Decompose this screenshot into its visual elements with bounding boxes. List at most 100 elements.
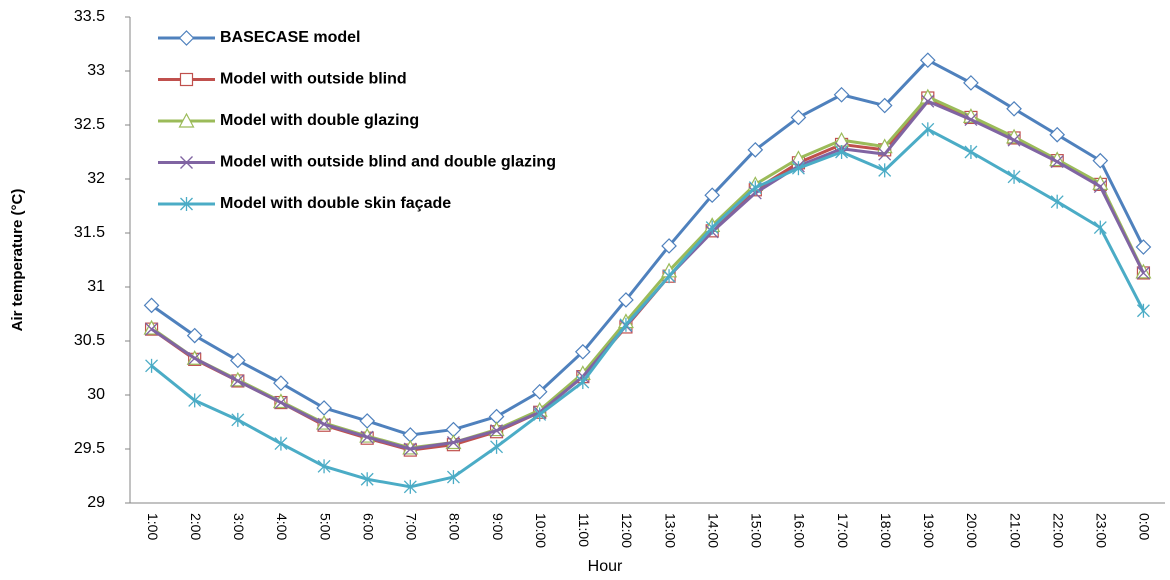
series-line — [150, 127, 1145, 489]
marker-stroke — [1136, 266, 1150, 280]
x-tick-label: 14:00 — [705, 513, 721, 548]
marker — [835, 145, 849, 159]
marker-stroke — [1007, 133, 1021, 147]
marker — [661, 238, 677, 254]
marker — [1050, 194, 1064, 209]
marker — [274, 436, 288, 451]
marker — [964, 145, 978, 159]
marker-stroke — [231, 374, 245, 388]
marker — [1093, 220, 1107, 235]
marker-stroke — [360, 430, 374, 444]
marker — [359, 413, 376, 429]
legend-marker — [179, 72, 194, 87]
x-tick-label: 23:00 — [1094, 513, 1110, 548]
marker — [533, 407, 547, 422]
y-tick-label: 31.5 — [74, 224, 105, 241]
x-tick-label: 10:00 — [533, 513, 549, 548]
marker — [964, 113, 978, 127]
marker-stroke — [1050, 155, 1064, 169]
marker — [878, 163, 892, 178]
legend-marker — [178, 30, 195, 46]
marker — [490, 424, 504, 438]
marker-stroke — [446, 436, 460, 449]
marker — [188, 351, 202, 365]
marker — [360, 472, 374, 487]
marker — [446, 470, 460, 485]
x-tick-label: 20:00 — [964, 513, 980, 548]
x-tick-label: 7:00 — [404, 513, 420, 540]
x-tick-label: 8:00 — [447, 513, 463, 540]
marker — [1092, 152, 1109, 169]
marker — [446, 436, 460, 449]
x-tick-label: 21:00 — [1007, 513, 1023, 548]
legend-label: Model with outside blind — [220, 71, 407, 88]
marker — [919, 52, 936, 69]
marker — [403, 479, 417, 494]
marker — [1049, 126, 1066, 143]
y-tick-label: 32.5 — [74, 116, 105, 133]
y-tick-label: 33 — [87, 62, 105, 79]
marker — [704, 187, 721, 204]
marker — [360, 430, 374, 444]
marker-stroke — [188, 351, 202, 365]
marker-stroke — [403, 442, 417, 456]
marker-stroke — [964, 113, 978, 127]
marker — [662, 269, 676, 284]
marker — [921, 122, 935, 137]
legend-marker — [180, 156, 193, 169]
x-tick-label: 12:00 — [619, 513, 635, 548]
y-tick-label: 31 — [87, 278, 105, 295]
marker — [921, 94, 935, 108]
marker — [1136, 266, 1150, 280]
marker — [574, 343, 591, 360]
x-tick-label: 15:00 — [749, 513, 765, 548]
marker — [705, 220, 719, 235]
y-tick-label: 30 — [87, 386, 105, 403]
marker — [1007, 133, 1021, 147]
marker-stroke — [317, 417, 331, 431]
marker — [317, 417, 331, 431]
x-tick-label: 19:00 — [921, 513, 937, 548]
marker — [145, 322, 159, 336]
marker — [1093, 180, 1107, 194]
legend-marker — [180, 197, 193, 211]
x-tick-label: 9:00 — [490, 513, 506, 540]
marker — [1007, 169, 1021, 184]
marker — [1135, 239, 1152, 255]
x-tick-label: 1:00 — [145, 513, 161, 540]
legend-label: Model with double glazing — [220, 112, 419, 129]
marker-stroke — [921, 94, 935, 108]
marker — [231, 412, 245, 427]
x-tick-label: 16:00 — [792, 513, 808, 548]
marker — [229, 352, 246, 369]
x-tick-label: 3:00 — [231, 513, 247, 540]
marker — [317, 459, 331, 474]
x-tick-label: 11:00 — [576, 513, 592, 547]
marker — [531, 383, 548, 400]
marker-stroke — [180, 156, 193, 169]
y-tick-label: 29.5 — [74, 440, 105, 457]
y-tick-label: 30.5 — [74, 332, 105, 349]
marker — [576, 375, 590, 390]
y-tick-label: 29 — [87, 494, 105, 511]
marker — [403, 442, 417, 456]
x-axis-title: Hour — [588, 558, 623, 575]
marker — [618, 292, 634, 308]
x-tick-label: 4:00 — [274, 513, 290, 540]
x-tick-label: 0:00 — [1137, 513, 1153, 540]
marker — [790, 109, 807, 126]
marker — [878, 147, 892, 161]
marker-stroke — [274, 396, 288, 410]
marker — [273, 375, 289, 391]
marker — [490, 439, 504, 454]
x-tick-label: 2:00 — [188, 513, 204, 540]
marker-stroke — [1093, 180, 1107, 194]
legend-marker — [178, 112, 195, 128]
x-tick-label: 6:00 — [360, 513, 376, 540]
legend-label: Model with double skin façade — [220, 195, 451, 212]
marker-stroke — [878, 147, 892, 161]
x-tick-label: 17:00 — [835, 513, 851, 548]
marker — [145, 358, 159, 373]
x-tick-label: 13:00 — [662, 513, 678, 548]
marker — [747, 141, 764, 158]
